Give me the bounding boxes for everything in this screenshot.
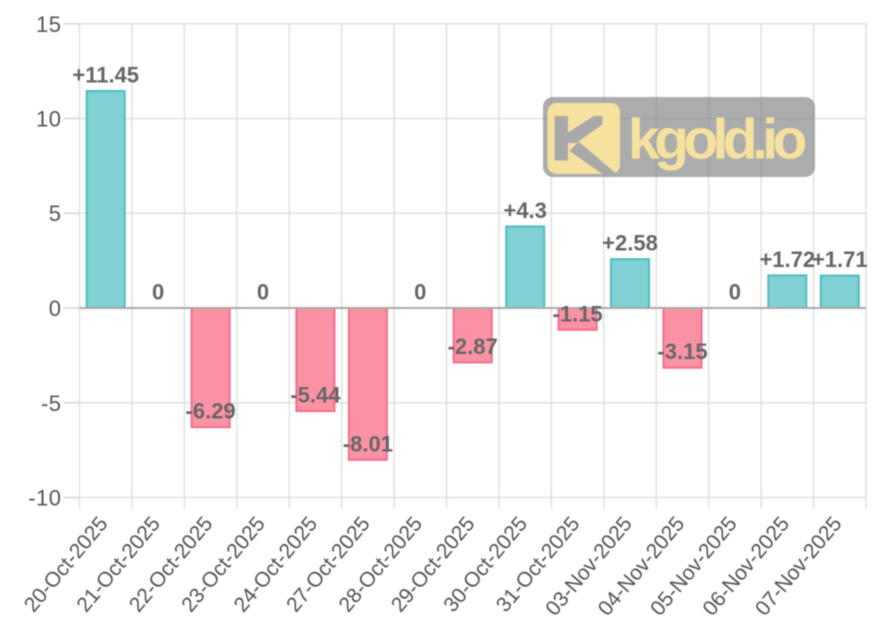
svg-text:0: 0 <box>152 280 164 305</box>
svg-text:0: 0 <box>729 280 741 305</box>
svg-text:15: 15 <box>36 12 61 37</box>
svg-text:-1.15: -1.15 <box>553 301 603 326</box>
svg-text:-10: -10 <box>28 486 61 511</box>
svg-text:0: 0 <box>257 280 269 305</box>
svg-text:-6.29: -6.29 <box>186 399 236 424</box>
svg-text:-2.87: -2.87 <box>448 334 498 359</box>
svg-text:-5.44: -5.44 <box>290 383 341 408</box>
svg-text:kgold.io: kgold.io <box>628 108 805 172</box>
svg-text:5: 5 <box>49 201 62 226</box>
svg-text:10: 10 <box>36 107 61 132</box>
svg-text:+2.58: +2.58 <box>602 231 658 256</box>
svg-text:0: 0 <box>49 296 62 321</box>
svg-text:-8.01: -8.01 <box>343 431 393 456</box>
svg-text:-3.15: -3.15 <box>657 339 707 364</box>
svg-text:0: 0 <box>414 280 426 305</box>
svg-text:-5: -5 <box>41 391 62 416</box>
svg-text:+4.3: +4.3 <box>503 198 546 223</box>
svg-text:+1.71: +1.71 <box>812 247 868 272</box>
svg-text:+1.72: +1.72 <box>759 247 815 272</box>
svg-text:+11.45: +11.45 <box>72 63 139 88</box>
